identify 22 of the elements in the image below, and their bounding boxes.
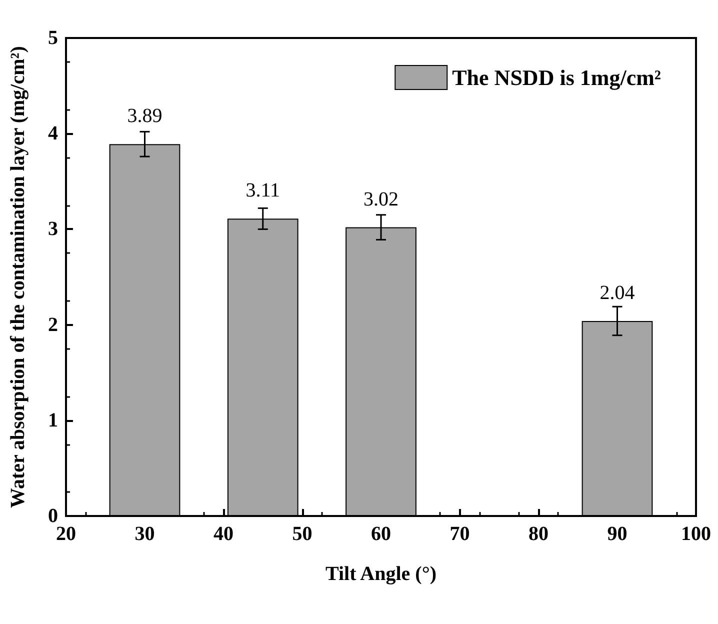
x-tick-label: 60 [371,523,391,545]
x-tick-label: 80 [528,523,548,545]
data-label: 3.02 [364,188,398,210]
x-tick-label: 90 [607,523,628,545]
x-tick-label: 20 [56,523,76,545]
y-tick-label: 2 [48,314,58,336]
y-axis-title: Water absorption of the contamination layer (mg/cm²) [7,46,29,508]
y-tick-label: 1 [48,409,58,432]
y-tick-label: 3 [48,218,58,240]
legend-label: The NSDD is 1mg/cm² [452,65,662,90]
y-tick-label: 4 [48,122,58,145]
data-label: 2.04 [600,282,635,304]
x-tick-label: 50 [292,523,312,545]
y-tick-label: 5 [48,27,58,49]
y-tick-label: 0 [48,505,58,527]
x-tick-label: 40 [214,523,234,545]
x-tick-label: 30 [134,523,155,545]
x-tick-label: 100 [681,523,711,545]
data-label: 3.11 [246,180,280,202]
x-tick-label: 70 [450,523,470,545]
x-axis-title: Tilt Angle (°) [326,563,436,585]
data-label: 3.89 [127,105,162,128]
